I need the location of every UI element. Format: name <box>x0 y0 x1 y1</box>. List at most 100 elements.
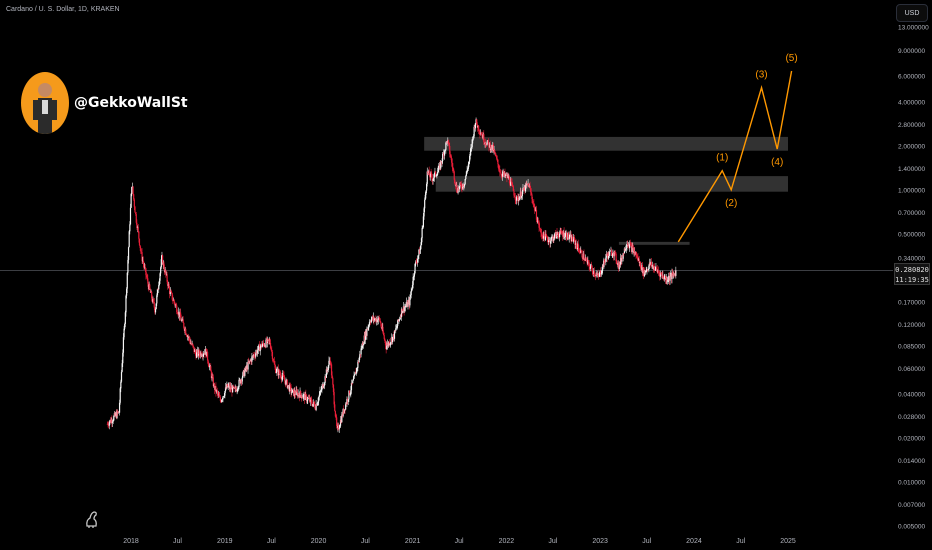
candle-body <box>597 273 599 276</box>
candle-body <box>666 277 668 282</box>
currency-button[interactable]: USD <box>896 4 928 22</box>
candle-body <box>285 379 288 381</box>
candle-body <box>253 354 256 357</box>
candle-body <box>275 371 277 373</box>
candle-body <box>185 328 187 334</box>
candle-body <box>648 262 651 266</box>
candle-body <box>585 258 587 260</box>
candle-body <box>514 195 516 197</box>
candle-body <box>489 143 491 151</box>
candle-body <box>419 248 421 254</box>
candle-body <box>650 261 652 265</box>
candle-body <box>526 183 528 186</box>
candle-body <box>470 147 472 153</box>
candle-body <box>456 184 458 193</box>
candle-body <box>390 342 392 344</box>
candle-body <box>312 403 314 407</box>
candle-body <box>673 273 676 275</box>
candle-body <box>192 345 195 347</box>
candle-body <box>343 409 345 413</box>
candle-body <box>427 171 429 174</box>
y-tick-label: 0.500000 <box>898 231 925 238</box>
candle-body <box>447 140 450 143</box>
candle-body <box>267 338 270 341</box>
time-axis[interactable]: 2018 Jul 2019 Jul 2020 Jul 2021 Jul 2022 Jul 2023 J… <box>123 538 796 545</box>
candle-body <box>148 284 150 290</box>
candle-body <box>154 307 156 313</box>
symbol-title[interactable]: Cardano / U. S. Dollar, 1D, KRAKEN <box>6 6 120 13</box>
candle-body <box>136 226 139 228</box>
candle-body <box>575 243 577 246</box>
candle-body <box>503 171 505 175</box>
candle-body <box>209 366 211 368</box>
candle-body <box>325 369 328 378</box>
candle-body <box>564 236 566 238</box>
dinosaur-icon[interactable] <box>84 510 100 531</box>
candle-body <box>573 236 575 242</box>
candle-body <box>330 363 332 365</box>
candle-body <box>262 342 265 345</box>
candle-body <box>430 172 432 174</box>
candle-body <box>636 256 638 257</box>
candle-body <box>449 154 451 157</box>
candle-body <box>336 417 338 427</box>
candle-body <box>523 187 525 191</box>
candle-body <box>339 425 341 428</box>
candle-body <box>528 185 530 188</box>
candle-body <box>251 355 254 357</box>
candle-body <box>289 385 291 392</box>
candle-body <box>384 338 386 341</box>
candle-body <box>191 343 193 345</box>
candle-body <box>471 139 473 147</box>
candle-body <box>347 399 349 402</box>
candle-body <box>215 390 218 393</box>
candle-body <box>377 319 379 322</box>
candle-body <box>122 337 125 353</box>
candle-body <box>263 344 265 347</box>
candle-body <box>589 267 592 269</box>
candle-body <box>448 142 450 146</box>
wave-label: (5) <box>785 53 797 64</box>
candle-body <box>581 250 583 258</box>
candle-body <box>271 351 274 360</box>
candle-body <box>607 255 609 259</box>
candle-body <box>221 399 223 400</box>
candle-body <box>247 361 249 370</box>
candle-body <box>517 198 520 202</box>
candle-body <box>480 133 482 135</box>
candle-body <box>203 354 205 355</box>
candle-body <box>178 311 180 315</box>
candle-body <box>521 191 523 197</box>
candle-body <box>131 186 133 194</box>
candle-body <box>478 130 480 133</box>
candle-body <box>304 393 306 401</box>
candle-body <box>631 246 633 252</box>
candle-body <box>611 250 613 256</box>
candle-body <box>187 336 189 338</box>
candle-body <box>314 408 317 410</box>
candle-body <box>324 376 326 383</box>
x-tick-label: Jul <box>548 538 557 545</box>
candle-body <box>225 387 227 389</box>
candle-body <box>672 273 674 275</box>
candle-body <box>125 295 127 313</box>
candle-body <box>397 319 399 322</box>
candle-body <box>582 253 584 260</box>
candle-body <box>446 141 448 143</box>
candle-body <box>313 401 315 405</box>
candle-body <box>641 265 643 270</box>
candle-body <box>502 171 504 174</box>
candle-body <box>512 184 514 187</box>
candle-body <box>385 345 387 350</box>
candle-body <box>566 238 568 240</box>
candle-body <box>507 175 509 179</box>
candle-body <box>641 265 644 273</box>
candle-body <box>185 333 187 336</box>
candle-body <box>235 388 237 390</box>
candle-body <box>640 267 642 270</box>
candle-body <box>481 135 484 139</box>
candle-body <box>578 247 580 252</box>
candle-body <box>657 270 659 272</box>
candle-body <box>235 389 238 392</box>
